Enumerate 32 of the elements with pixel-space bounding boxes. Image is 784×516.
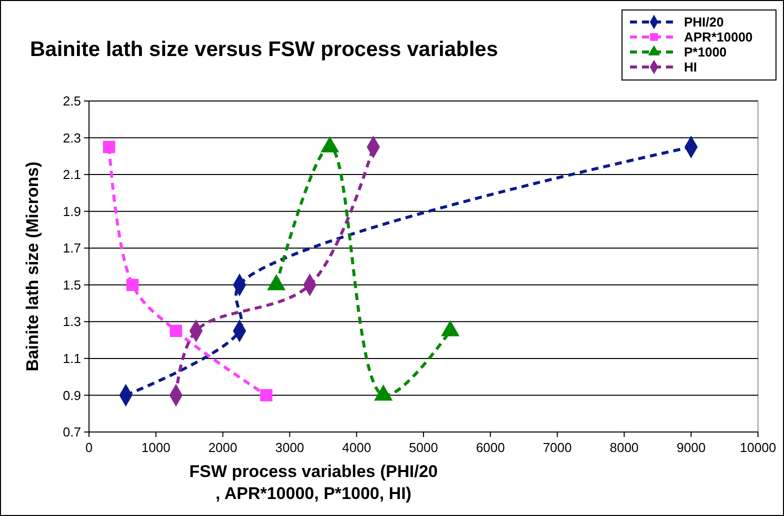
- x-tick-label: 0: [85, 440, 93, 455]
- y-tick-label: 2.1: [62, 167, 81, 182]
- y-tick-label: 1.3: [62, 314, 81, 330]
- point: [260, 389, 272, 402]
- point: [102, 140, 116, 154]
- x-tick-label: 10000: [740, 440, 776, 455]
- y-tick-label: 1.9: [62, 204, 81, 219]
- y-tick-label: 1.1: [62, 350, 81, 366]
- legend-label: APR*10000: [684, 30, 753, 45]
- legend-label: P*1000: [684, 44, 727, 60]
- x-tick-label: 6000: [476, 440, 505, 455]
- y-tick-label: 2.5: [62, 94, 81, 109]
- legend-label: PHI/20: [684, 14, 724, 30]
- y-tick-label: 0.9: [62, 388, 81, 403]
- x-tick-label: 3000: [275, 440, 304, 455]
- point: [126, 278, 139, 292]
- y-axis-title: Bainite lath size (Microns): [23, 162, 42, 372]
- x-tick-label: 4000: [342, 440, 372, 455]
- x-tick-label: 5000: [409, 440, 438, 455]
- x-tick-label: 1000: [141, 440, 170, 455]
- y-tick-label: 0.7: [62, 424, 81, 440]
- y-tick-label: 1.5: [62, 277, 81, 292]
- x-tick-label: 8000: [610, 440, 639, 455]
- point: [170, 324, 182, 337]
- x-axis-title: FSW process variables (PHI/20 , APR*10000, P*1000, HI): [189, 462, 438, 503]
- x-tick-label: 7000: [542, 440, 572, 455]
- legend-label: HI: [684, 60, 697, 75]
- chart-title: Bainite lath size versus FSW process variables: [30, 38, 498, 61]
- y-tick-label: 1.7: [62, 240, 81, 256]
- x-tick-label: 2000: [208, 440, 238, 455]
- x-tick-label: 9000: [676, 440, 706, 455]
- y-tick-label: 2.3: [62, 130, 81, 146]
